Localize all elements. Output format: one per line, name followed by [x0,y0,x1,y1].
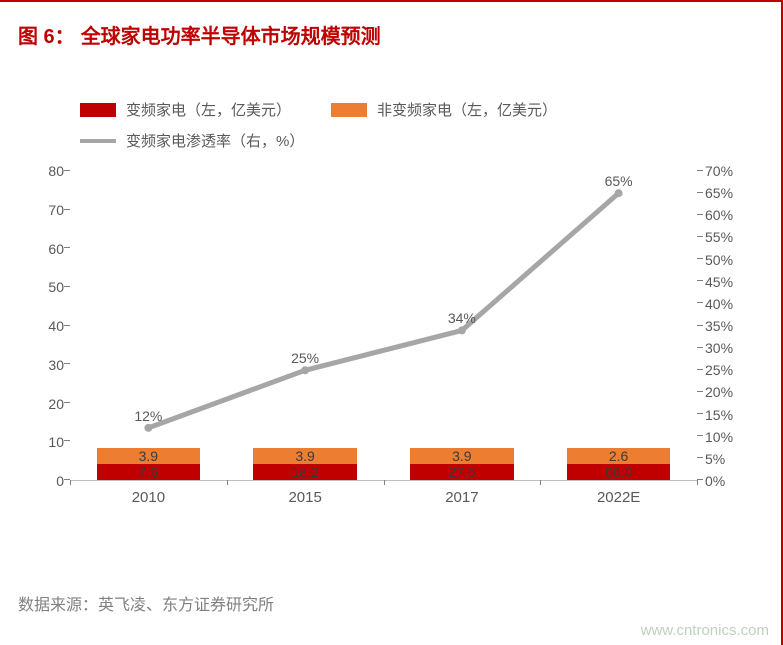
bars-container: 3.97.63.918.23.927.52.666.0 [70,171,697,480]
y-left-tick-label: 0 [26,473,64,489]
legend-label-bar1: 变频家电（左，亿美元） [126,99,291,120]
y-right-tick-label: 15% [705,407,755,423]
bar-segment-vfd: 18.2 [253,464,356,480]
legend-swatch-line [80,139,116,143]
line-value-label: 34% [448,310,476,326]
bar-segment-nonvfd: 2.6 [567,448,670,464]
y-right-tick-label: 30% [705,340,755,356]
legend-label-bar2: 非变频家电（左，亿美元） [377,99,557,120]
bar-segment-nonvfd: 3.9 [97,448,200,464]
bar-group: 3.918.2 [227,171,384,480]
y-right-tick-label: 70% [705,163,755,179]
y-axis-right: 0%5%10%15%20%25%30%35%40%45%50%55%60%65%… [701,171,751,481]
bar-value-label: 3.9 [139,448,158,464]
bar-segment-nonvfd: 3.9 [410,448,513,464]
x-tick-label: 2010 [70,483,227,511]
bar-value-label: 2.6 [609,448,628,464]
legend-item-line: 变频家电渗透率（右，%） [80,130,304,151]
line-value-label: 65% [605,173,633,189]
bar-group: 2.666.0 [540,171,697,480]
y-left-tick-label: 20 [26,396,64,412]
y-right-tick-label: 35% [705,318,755,334]
figure-number: 图 6： [18,20,75,49]
y-left-tick-label: 10 [26,434,64,450]
y-left-tick-label: 70 [26,202,64,218]
bar-value-label: 3.9 [452,448,471,464]
legend: 变频家电（左，亿美元） 非变频家电（左，亿美元） 变频家电渗透率（右，%） [80,99,781,151]
y-right-tick-label: 55% [705,229,755,245]
y-right-tick-label: 25% [705,362,755,378]
bar-segment-vfd: 66.0 [567,464,670,480]
y-right-tick-label: 60% [705,207,755,223]
x-tick-label: 2015 [227,483,384,511]
legend-item-bar2: 非变频家电（左，亿美元） [331,99,557,120]
bar-segment-vfd: 7.6 [97,464,200,480]
bar-value-label: 7.6 [139,464,158,480]
y-left-tick-label: 30 [26,357,64,373]
y-right-tick-label: 40% [705,296,755,312]
bar-value-label: 27.5 [448,464,475,480]
y-right-tick-label: 10% [705,429,755,445]
x-axis: 2010201520172022E [70,483,697,511]
chart-area: 01020304050607080 0%5%10%15%20%25%30%35%… [30,171,751,511]
y-left-tick-label: 60 [26,241,64,257]
legend-swatch-bar1 [80,103,116,117]
y-right-tick-label: 20% [705,384,755,400]
y-right-tick-label: 50% [705,252,755,268]
legend-label-line: 变频家电渗透率（右，%） [126,130,304,151]
watermark: www.cntronics.com [641,622,769,639]
legend-swatch-bar2 [331,103,367,117]
bar-value-label: 3.9 [295,448,314,464]
plot-area: 3.97.63.918.23.927.52.666.0 12%25%34%65% [70,171,697,481]
bar-group: 3.97.6 [70,171,227,480]
y-left-tick-label: 80 [26,163,64,179]
bar-value-label: 66.0 [605,464,632,480]
bar-value-label: 18.2 [291,464,318,480]
y-right-tick-label: 5% [705,451,755,467]
x-tick-label: 2017 [384,483,541,511]
y-axis-left: 01020304050607080 [30,171,68,481]
data-source: 数据来源：英飞凌、东方证券研究所 [18,591,274,615]
y-right-tick-label: 45% [705,274,755,290]
y-left-tick-label: 40 [26,318,64,334]
line-value-label: 12% [134,408,162,424]
line-value-label: 25% [291,350,319,366]
y-right-tick-label: 65% [705,185,755,201]
y-left-tick-label: 50 [26,279,64,295]
x-tick-label: 2022E [540,483,697,511]
chart-title: 全球家电功率半导体市场规模预测 [81,20,381,49]
bar-segment-vfd: 27.5 [410,464,513,480]
bar-segment-nonvfd: 3.9 [253,448,356,464]
legend-item-bar1: 变频家电（左，亿美元） [80,99,291,120]
y-right-tick-label: 0% [705,473,755,489]
